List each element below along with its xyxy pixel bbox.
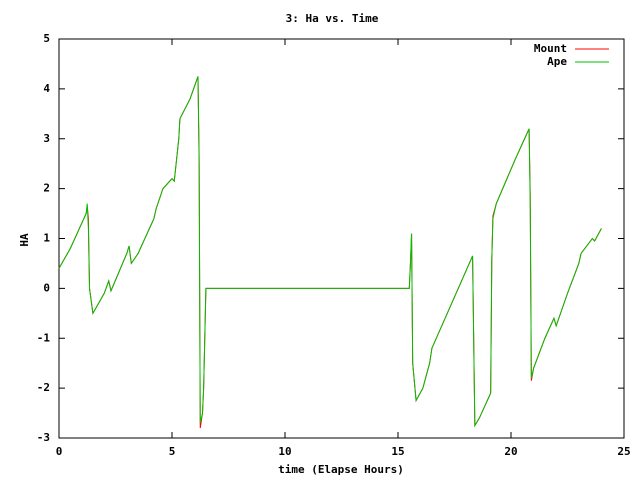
y-tick-label: 0 xyxy=(43,281,50,294)
y-tick-label: -3 xyxy=(37,431,50,444)
y-tick-label: 2 xyxy=(43,182,50,195)
x-axis-label: time (Elapse Hours) xyxy=(278,463,404,476)
chart-title: 3: Ha vs. Time xyxy=(286,12,379,25)
legend-label: Mount xyxy=(534,42,567,55)
y-tick-label: -1 xyxy=(37,331,51,344)
x-tick-label: 25 xyxy=(617,445,630,458)
x-tick-label: 10 xyxy=(278,445,291,458)
y-tick-label: 1 xyxy=(43,232,50,245)
plot-border xyxy=(58,38,625,439)
x-tick-label: 20 xyxy=(504,445,517,458)
x-tick-label: 5 xyxy=(169,445,176,458)
y-tick-label: 4 xyxy=(43,82,50,95)
legend-label: Ape xyxy=(547,55,567,68)
y-tick-label: 3 xyxy=(43,132,50,145)
x-tick-label: 15 xyxy=(391,445,404,458)
y-axis-label: HA xyxy=(18,233,31,247)
series-line xyxy=(58,76,602,429)
x-tick-label: 0 xyxy=(56,445,63,458)
series-line xyxy=(58,76,602,428)
y-tick-label: -2 xyxy=(37,381,50,394)
y-tick-label: 5 xyxy=(43,32,50,45)
